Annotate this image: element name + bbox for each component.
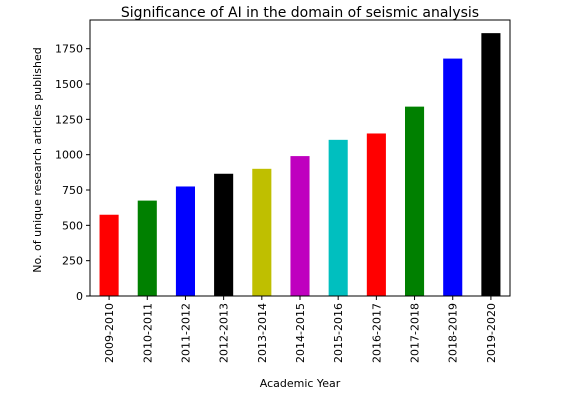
y-axis-label: No. of unique research articles publishe… <box>31 47 44 272</box>
x-tick-label: 2019-2020 <box>485 303 498 363</box>
x-tick-label: 2013-2014 <box>256 303 269 363</box>
x-tick-label: 2011-2012 <box>179 303 192 363</box>
bar <box>290 156 310 296</box>
y-tick-label: 750 <box>62 184 83 197</box>
y-tick-label: 500 <box>62 219 83 232</box>
x-tick-label: 2017-2018 <box>409 303 422 363</box>
x-tick-label: 2010-2011 <box>141 303 154 363</box>
y-tick-label: 0 <box>76 290 83 303</box>
bar <box>137 200 157 296</box>
x-tick-label: 2009-2010 <box>103 303 116 363</box>
y-tick-label: 250 <box>62 255 83 268</box>
bar <box>405 106 425 297</box>
y-tick-label: 1500 <box>55 78 83 91</box>
bar <box>175 186 195 296</box>
x-tick-label: 2014-2015 <box>294 303 307 363</box>
x-axis-label: Academic Year <box>260 377 341 390</box>
bar <box>443 58 463 297</box>
x-tick-label: 2016-2017 <box>370 303 383 363</box>
plot-frame <box>89 19 511 297</box>
x-tick-label: 2012-2013 <box>218 303 231 363</box>
x-tick-label: 2015-2016 <box>332 303 345 363</box>
bar <box>366 133 386 296</box>
bar <box>99 214 119 296</box>
bar <box>328 139 348 296</box>
y-tick-label: 1000 <box>55 149 83 162</box>
bar <box>252 168 272 296</box>
y-tick-label: 1750 <box>55 43 83 56</box>
bar <box>481 33 501 297</box>
chart-title: Significance of AI in the domain of seis… <box>121 5 479 21</box>
x-tick-label: 2018-2019 <box>447 303 460 363</box>
bar <box>214 173 234 296</box>
y-tick-label: 1250 <box>55 113 83 126</box>
